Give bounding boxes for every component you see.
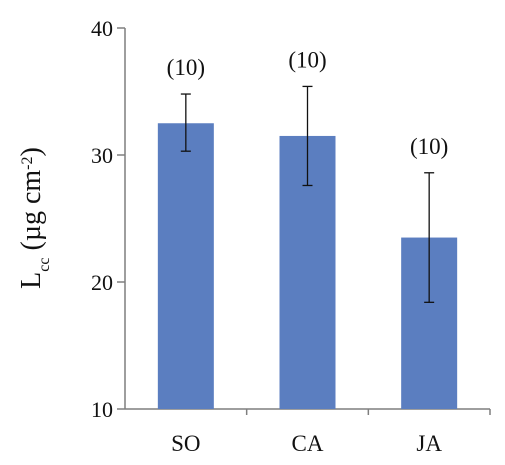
y-axis-title-main: L (16, 272, 47, 289)
plot-area: 10 20 30 40 SO (10) CA (10) JA (10) (91, 16, 491, 456)
data-label: (10) (410, 134, 448, 159)
x-category-label: JA (416, 431, 442, 456)
x-category-label: CA (292, 431, 324, 456)
y-axis-title-text: Lcc (µg cm-2) (16, 147, 53, 289)
x-category-label: SO (171, 431, 200, 456)
y-axis-title-close: ) (16, 147, 47, 156)
y-tick-label: 30 (91, 143, 113, 168)
y-axis-title-superscript: -2 (19, 157, 36, 170)
bar (157, 123, 214, 409)
y-tick-label: 10 (91, 397, 113, 422)
y-tick-label: 40 (91, 16, 113, 41)
y-axis-title: Lcc (µg cm-2) (16, 147, 53, 289)
data-label: (10) (167, 55, 205, 80)
y-tick-label: 20 (91, 270, 113, 295)
y-axis-title-subscript: cc (36, 258, 53, 272)
data-label: (10) (288, 47, 326, 72)
y-axis-title-unit: (µg cm (16, 170, 47, 258)
